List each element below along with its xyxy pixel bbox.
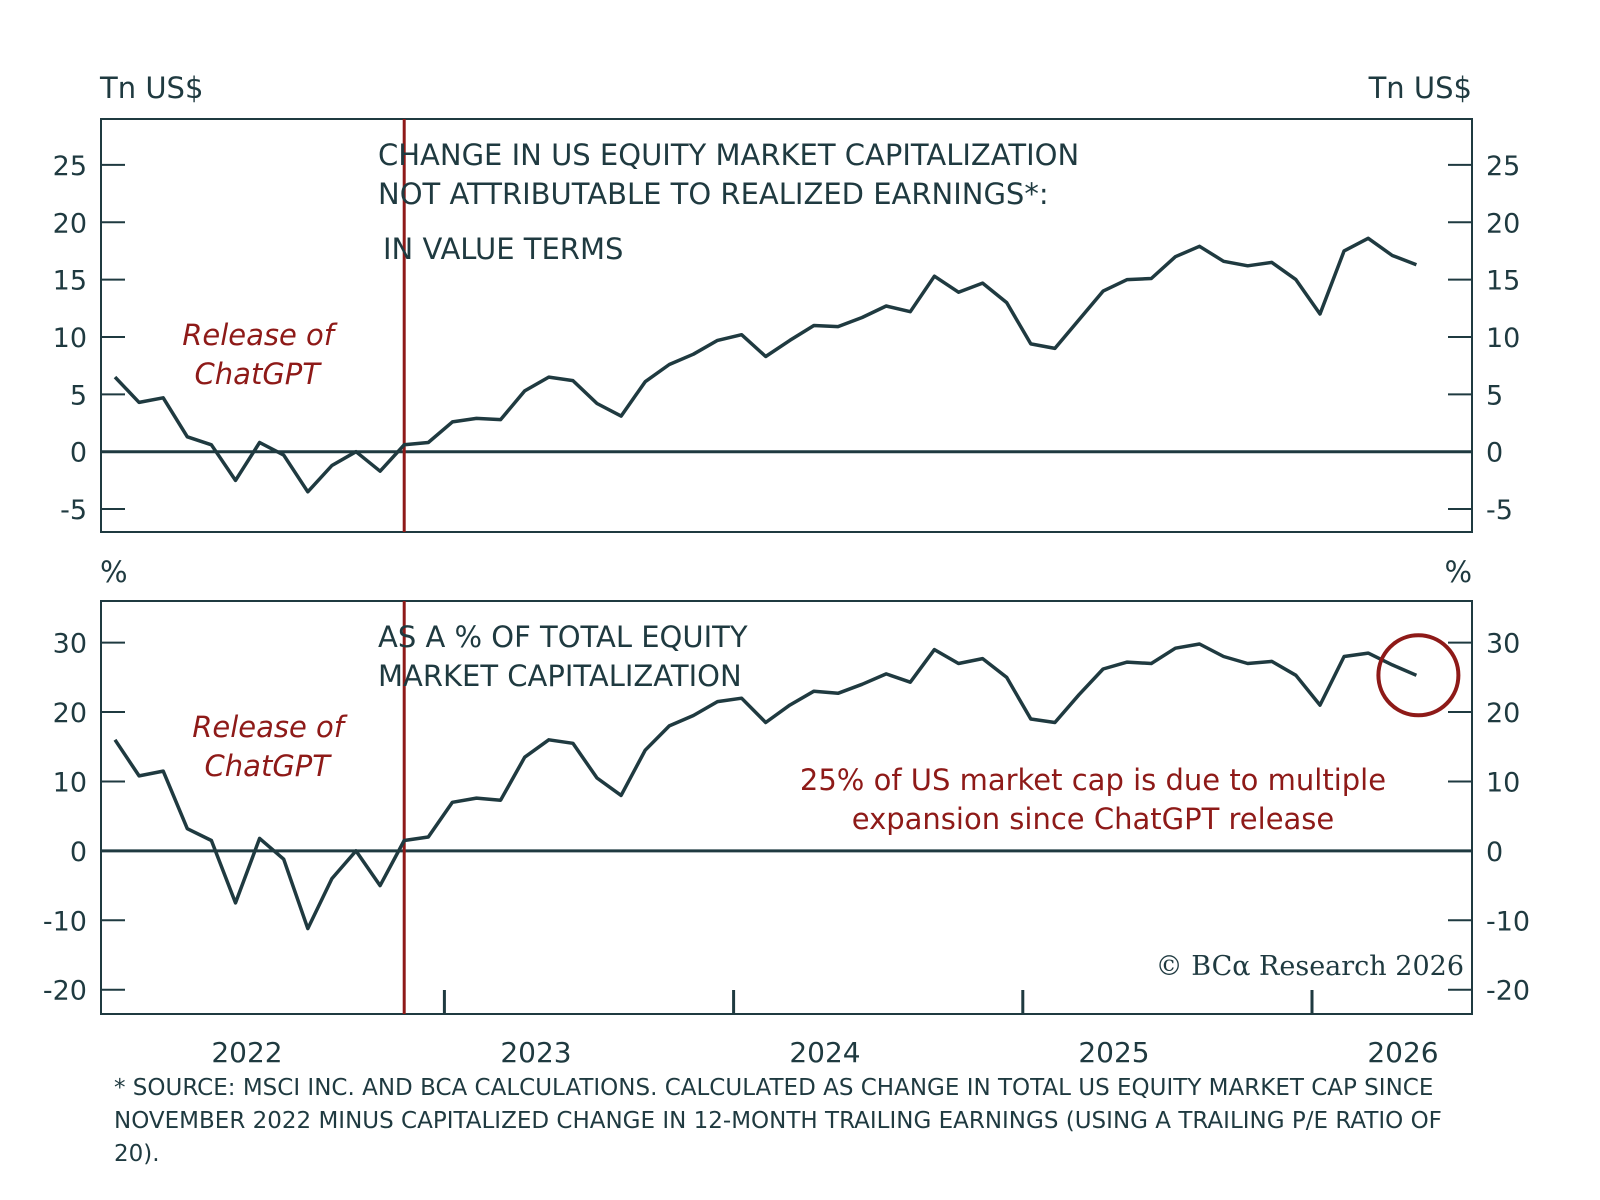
x-label-2022: 2022 — [211, 1036, 282, 1069]
top-left-tick-label: 5 — [70, 380, 87, 411]
top-y-ticks: 25 25 20 20 15 15 10 10 5 5 0 0 -5 -5 — [53, 151, 1521, 526]
multiple-expansion-annotation-line2: expansion since ChatGPT release — [852, 802, 1335, 836]
x-label-2025: 2025 — [1078, 1036, 1149, 1069]
bottom-left-unit: % — [100, 555, 128, 589]
top-event-label: Release of — [182, 318, 338, 352]
top-right-tick-label: 15 — [1486, 266, 1520, 297]
bottom-right-tick-label: 10 — [1486, 767, 1520, 798]
top-right-tick-label: 5 — [1486, 380, 1503, 411]
bottom-right-tick-label: 20 — [1486, 698, 1520, 729]
top-left-tick-label: 0 — [70, 438, 87, 469]
bottom-left-tick-label: 30 — [53, 629, 87, 660]
bottom-left-tick-label: 20 — [53, 698, 87, 729]
bottom-y-ticks: 30 30 20 20 10 10 0 0 -10 -10 -20 -20 — [43, 629, 1530, 1007]
x-label-2024: 2024 — [789, 1036, 860, 1069]
top-left-tick-label: 20 — [53, 208, 87, 239]
top-left-tick-label: 25 — [53, 151, 87, 182]
x-label-2023: 2023 — [500, 1036, 571, 1069]
top-right-tick-label: 25 — [1486, 151, 1520, 182]
bottom-right-tick-label: 30 — [1486, 629, 1520, 660]
bottom-left-tick-label: -10 — [43, 906, 87, 937]
top-left-tick-label: 10 — [53, 323, 87, 354]
top-panel-frame — [100, 118, 1473, 533]
bottom-right-tick-label: 0 — [1486, 837, 1503, 868]
bottom-right-unit: % — [1444, 555, 1472, 589]
bottom-right-tick-label: -10 — [1486, 906, 1530, 937]
top-panel: Tn US$ Tn US$ 25 25 20 20 15 15 10 10 5 5 0 0 -5 -5 C… — [53, 71, 1521, 533]
bottom-panel-title: AS A % OF TOTAL EQUITY — [378, 620, 748, 654]
bottom-left-tick-label: -20 — [43, 976, 87, 1007]
bca-copyright: © BCα Research 2026 — [1156, 951, 1464, 982]
x-axis-labels: 2022 2023 2024 2025 2026 — [211, 1036, 1438, 1069]
top-panel-title: CHANGE IN US EQUITY MARKET CAPITALIZATIO… — [378, 138, 1079, 172]
multiple-expansion-annotation: 25% of US market cap is due to multiple — [800, 763, 1386, 797]
bottom-left-tick-label: 0 — [70, 837, 87, 868]
bottom-series-line — [113, 642, 1418, 931]
bottom-panel-frame — [100, 600, 1473, 1015]
top-right-tick-label: 20 — [1486, 208, 1520, 239]
top-panel-subtitle: IN VALUE TERMS — [383, 232, 623, 266]
bottom-right-tick-label: -20 — [1486, 976, 1530, 1007]
top-left-unit: Tn US$ — [99, 71, 203, 105]
top-right-tick-label: 0 — [1486, 438, 1503, 469]
top-right-unit: Tn US$ — [1368, 71, 1472, 105]
bottom-event-label-line2: ChatGPT — [205, 749, 333, 783]
bottom-panel-title-line2: MARKET CAPITALIZATION — [378, 659, 742, 693]
top-series-line — [113, 236, 1418, 494]
top-event-label-line2: ChatGPT — [195, 357, 323, 391]
latest-value-highlight-circle — [1376, 633, 1461, 718]
source-footnote: * SOURCE: MSCI INC. AND BCA CALCULATIONS… — [114, 1075, 1442, 1167]
bottom-left-tick-label: 10 — [53, 767, 87, 798]
x-axis-ticks — [442, 990, 1314, 1014]
top-left-tick-label: -5 — [60, 495, 87, 526]
top-left-tick-label: 15 — [53, 266, 87, 297]
bottom-event-label: Release of — [192, 710, 348, 744]
top-right-tick-label: -5 — [1486, 495, 1513, 526]
x-label-2026: 2026 — [1367, 1036, 1438, 1069]
top-panel-title-line2: NOT ATTRIBUTABLE TO REALIZED EARNINGS*: — [378, 177, 1049, 211]
bottom-panel: % % 30 30 20 20 10 10 0 0 -10 -10 -20 -20 AS A % OF… — [43, 555, 1530, 1015]
top-right-tick-label: 10 — [1486, 323, 1520, 354]
